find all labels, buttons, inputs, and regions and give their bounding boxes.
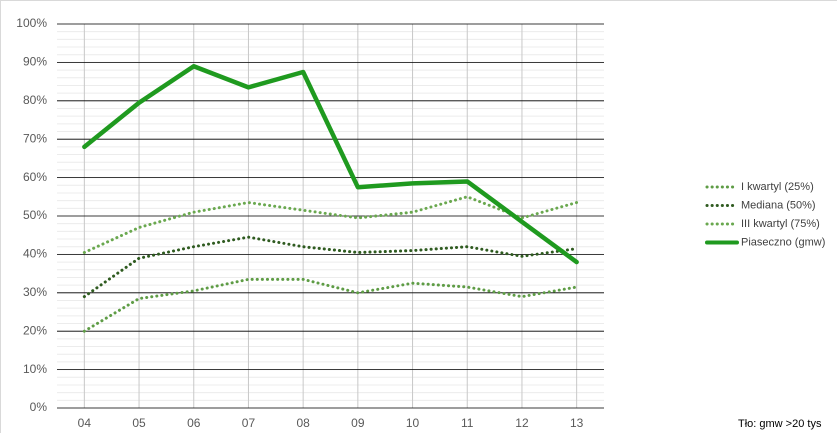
y-tick-label: 40% [23, 247, 47, 261]
legend-label: I kwartyl (25%) [741, 181, 814, 193]
x-tick-label: 12 [515, 416, 529, 430]
legend-label: III kwartyl (75%) [741, 218, 820, 230]
x-tick-label: 04 [78, 416, 92, 430]
legend-label: Piaseczno (gmw) [741, 236, 825, 248]
legend-label: Mediana (50%) [741, 199, 816, 211]
y-tick-label: 0% [30, 400, 48, 414]
series-line [82, 235, 579, 299]
y-tick-label: 30% [23, 285, 47, 299]
x-tick-label: 07 [242, 416, 256, 430]
y-tick-label: 90% [23, 55, 47, 69]
y-tick-label: 100% [16, 16, 47, 30]
y-tick-label: 20% [23, 323, 47, 337]
y-tick-label: 80% [23, 93, 47, 107]
series-line [82, 63, 579, 265]
x-tick-label: 06 [187, 416, 201, 430]
y-tick-label: 60% [23, 170, 47, 184]
x-tick-label: 11 [461, 416, 474, 430]
y-tick-label: 70% [23, 131, 47, 145]
series-line [82, 195, 579, 254]
y-tick-label: 50% [23, 208, 47, 222]
note: Tło: gmw >20 tys [738, 418, 822, 430]
x-tick-label: 05 [132, 416, 146, 430]
x-tick-label: 10 [406, 416, 420, 430]
x-tick-label: 13 [570, 416, 584, 430]
series-line [82, 277, 579, 333]
y-tick-label: 10% [23, 362, 47, 376]
x-tick-label: 09 [351, 416, 365, 430]
x-tick-label: 08 [296, 416, 310, 430]
